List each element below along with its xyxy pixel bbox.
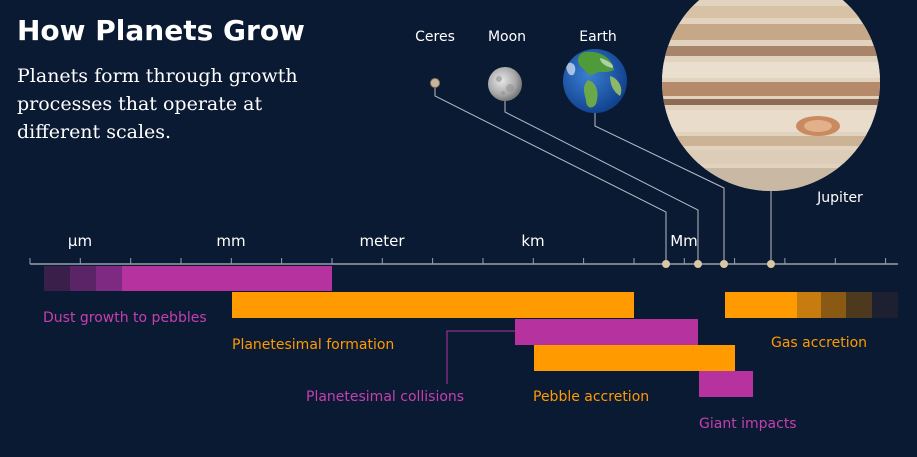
tick-label-mm: mm: [216, 232, 245, 250]
page-title: How Planets Grow: [17, 14, 305, 47]
tick-label-meter: meter: [359, 232, 405, 250]
body-label-moon: Moon: [488, 29, 526, 45]
body-label-earth: Earth: [579, 29, 617, 45]
planetesimal-formation-bar: [232, 292, 634, 318]
page-subtitle: Planets form through growth processes th…: [17, 65, 298, 143]
process-label-planetesimal-formation: Planetesimal formation: [232, 337, 394, 353]
scale-minor-ticks: [29, 258, 887, 264]
jupiter-marker: [767, 260, 775, 268]
process-label-pebble-accretion: Pebble accretion: [533, 389, 649, 405]
collisions-connector: [446, 330, 515, 384]
pebble-accretion-bar: [534, 345, 735, 371]
body-label-jupiter: Jupiter: [816, 190, 863, 206]
dust-growth-bar: [44, 266, 332, 291]
process-label-dust-growth: Dust growth to pebbles: [43, 310, 207, 326]
ceres-icon: [430, 78, 440, 88]
process-label-planetesimal-collisions: Planetesimal collisions: [306, 389, 464, 405]
earth-marker: [720, 260, 728, 268]
tick-label-um: µm: [68, 232, 92, 250]
jupiter-icon: [662, 0, 880, 191]
ceres-leader-line: [434, 88, 667, 263]
tick-label-mm-mega: Mm: [670, 232, 698, 250]
moon-marker: [694, 260, 702, 268]
gas-accretion-bar: [725, 292, 898, 318]
earth-leader-line: [594, 113, 725, 263]
ceres-marker: [662, 260, 670, 268]
moon-leader-line: [504, 101, 699, 263]
tick-label-km: km: [521, 232, 544, 250]
body-label-ceres: Ceres: [415, 29, 455, 45]
planetesimal-collisions-bar: [515, 319, 698, 345]
earth-icon: [563, 49, 627, 113]
moon-icon: [488, 67, 522, 101]
process-label-gas-accretion: Gas accretion: [771, 335, 867, 351]
giant-impacts-bar: [699, 371, 753, 397]
process-label-giant-impacts: Giant impacts: [699, 416, 797, 432]
